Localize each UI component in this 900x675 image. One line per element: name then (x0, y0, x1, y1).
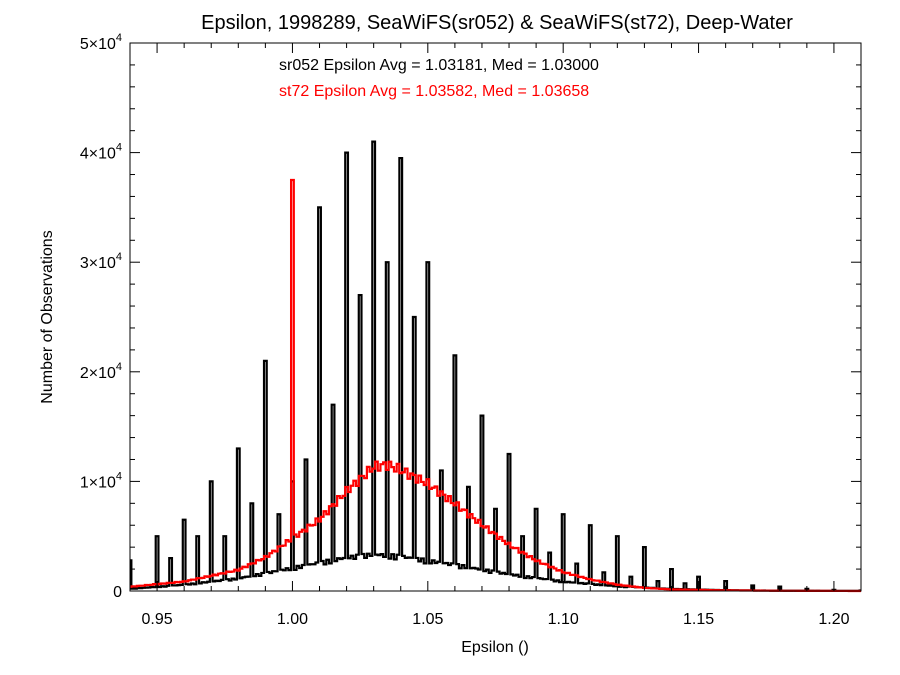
y-tick-label: 1×104 (80, 470, 122, 491)
x-tick-label: 1.10 (548, 611, 579, 628)
x-axis-ticks: 0.95 1.00 1.05 1.10 1.15 1.20 (129, 43, 862, 628)
st72-histogram (130, 178, 861, 593)
x-tick-label: 1.00 (277, 611, 308, 628)
st72-stats-annotation: st72 Epsilon Avg = 1.03582, Med = 1.0365… (279, 83, 589, 100)
sr052-histogram (130, 140, 861, 592)
y-tick-label: 4×104 (80, 142, 122, 163)
y-axis-label: Number of Observations (39, 230, 56, 403)
y-tick-label: 5×104 (80, 32, 122, 53)
x-tick-label: 1.20 (818, 611, 849, 628)
x-tick-label: 1.05 (412, 611, 443, 628)
y-tick-label: 0 (113, 584, 122, 601)
y-tick-label: 3×104 (80, 251, 122, 272)
chart-title: Epsilon, 1998289, SeaWiFS(sr052) & SeaWi… (201, 12, 793, 34)
y-axis-ticks: 0 1×104 2×104 3×104 4×104 5×104 (80, 32, 861, 601)
x-axis-label: Epsilon () (461, 639, 529, 656)
plot-frame (129, 42, 862, 592)
y-tick-label: 2×104 (80, 361, 122, 382)
x-tick-label: 1.15 (683, 611, 714, 628)
plot-area (130, 140, 861, 593)
sr052-stats-annotation: sr052 Epsilon Avg = 1.03181, Med = 1.030… (279, 57, 599, 74)
x-tick-label: 0.95 (142, 611, 173, 628)
